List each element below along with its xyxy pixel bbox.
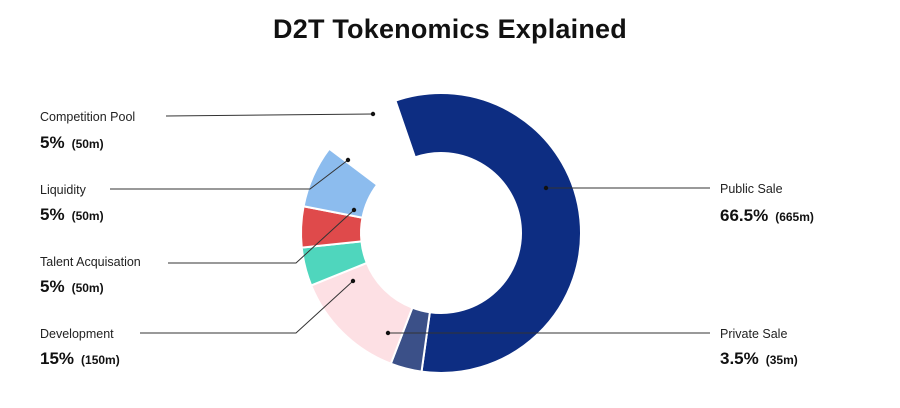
leader-dot-liquidity <box>345 157 351 163</box>
label-value-public-sale: 66.5% (665m) <box>720 206 814 225</box>
label-name-private-sale: Private Sale <box>720 327 787 341</box>
donut-slice-public-sale <box>394 92 582 374</box>
label-name-talent-acquisation: Talent Acquisation <box>40 255 141 269</box>
label-value-talent-acquisation: 5% (50m) <box>40 277 104 296</box>
leader-dot-private-sale <box>385 330 391 336</box>
leader-line-competition-pool <box>165 113 374 117</box>
leader-line-talent-acquisation <box>168 209 355 264</box>
label-value-private-sale: 3.5% (35m) <box>720 349 798 368</box>
label-value-liquidity: 5% (50m) <box>40 205 104 224</box>
donut-slice-extra <box>302 147 379 219</box>
leader-dot-public-sale <box>543 185 549 191</box>
label-name-public-sale: Public Sale <box>720 182 783 196</box>
label-name-competition-pool: Competition Pool <box>40 110 135 124</box>
leader-dot-development <box>350 278 356 284</box>
label-name-liquidity: Liquidity <box>40 183 87 197</box>
leader-dot-talent-acquisation <box>351 207 357 213</box>
leader-line-development <box>140 280 354 334</box>
label-value-development: 15% (150m) <box>40 349 120 368</box>
label-value-competition-pool: 5% (50m) <box>40 133 104 152</box>
chart-title: D2T Tokenomics Explained <box>273 14 627 44</box>
leader-dot-competition-pool <box>370 111 376 117</box>
leader-line-liquidity <box>110 159 349 190</box>
label-name-development: Development <box>40 327 114 341</box>
